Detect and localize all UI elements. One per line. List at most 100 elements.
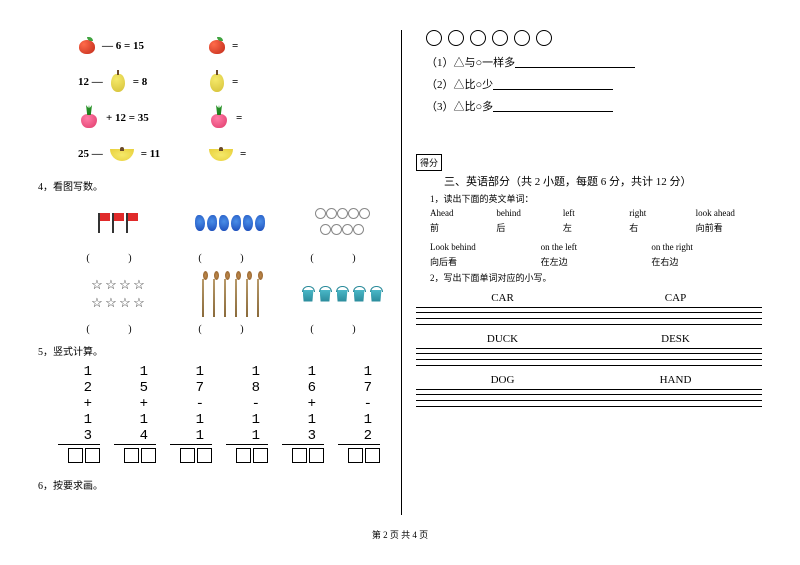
- operand-a: 1 5: [114, 364, 156, 396]
- right-column: （1）△与○一样多 （2）△比○少 （3）△比○多 得分 三、英语部分（共 2 …: [402, 30, 770, 515]
- bucket-icon: [370, 287, 383, 302]
- answer-box[interactable]: [85, 448, 100, 463]
- answer-box[interactable]: [365, 448, 380, 463]
- pear-icon: [109, 71, 127, 93]
- operand-a: 1 7: [170, 364, 212, 396]
- compare-3: （3）△比○多: [426, 96, 762, 118]
- stick-icon: [244, 271, 249, 317]
- word: 向后看: [430, 255, 541, 268]
- word: 左: [563, 221, 629, 234]
- q4-label: 4，看图写数。: [38, 178, 387, 193]
- compare-text: （3）△比○多: [426, 101, 493, 113]
- answer-line[interactable]: [515, 57, 635, 68]
- answer-box[interactable]: [68, 448, 83, 463]
- answer-line[interactable]: [493, 79, 613, 90]
- write-line[interactable]: [416, 360, 762, 366]
- q6-label: 6，按要求画。: [38, 477, 387, 492]
- answer-box[interactable]: [236, 448, 251, 463]
- answer-blank[interactable]: ( ): [297, 253, 387, 264]
- pear-icon: [208, 71, 226, 93]
- answer-blank[interactable]: ( ): [185, 253, 275, 264]
- answer-box[interactable]: [348, 448, 363, 463]
- flag-icon: [112, 213, 124, 233]
- circle-icon: [426, 30, 442, 46]
- answer-box[interactable]: [180, 448, 195, 463]
- circle-icon: [492, 30, 508, 46]
- operand-b: + 1 3: [58, 396, 100, 445]
- word: look ahead: [696, 208, 762, 218]
- vcalc-6: 1 7 - 1 2: [338, 364, 384, 463]
- word: Ahead: [430, 208, 496, 218]
- word: on the left: [541, 242, 652, 252]
- butterfly-icon: [219, 214, 241, 232]
- circle-icon: [470, 30, 486, 46]
- word: 右: [629, 221, 695, 234]
- flag-icon: [126, 213, 138, 233]
- answer-blank[interactable]: ( ): [297, 324, 387, 335]
- answer-blank[interactable]: ( ): [73, 253, 163, 264]
- compare-2: （2）△比○少: [426, 74, 762, 96]
- answer-box[interactable]: [197, 448, 212, 463]
- answer-blank[interactable]: ( ): [73, 324, 163, 335]
- flag-icon: [98, 213, 110, 233]
- answer-box[interactable]: [253, 448, 268, 463]
- q4-row1: ( ) ( ) ( ): [73, 197, 387, 264]
- radish-icon: [78, 106, 100, 130]
- write-word: DUCK: [416, 333, 589, 345]
- eq-text: =: [232, 40, 238, 52]
- circle-icon: [514, 30, 530, 46]
- eq-text: =: [240, 148, 246, 160]
- answer-line[interactable]: [493, 101, 613, 112]
- fruit-row-3: + 12 = 35 =: [78, 102, 387, 134]
- bucket-icon: [319, 287, 332, 302]
- flags-cell: ( ): [73, 197, 163, 264]
- fruit-row-1: — 6 = 15 =: [78, 30, 387, 62]
- circle-icon: [536, 30, 552, 46]
- star-icon: ☆: [90, 277, 104, 293]
- write-line[interactable]: [416, 401, 762, 407]
- radish-icon: [208, 106, 230, 130]
- bucket-icon: [302, 287, 315, 302]
- stick-icon: [211, 271, 216, 317]
- operand-a: 1 8: [226, 364, 268, 396]
- operand-b: - 1 1: [226, 396, 268, 445]
- fruit-row-2: 12 — = 8 =: [78, 66, 387, 98]
- vcalc-5: 1 6 + 1 3: [282, 364, 328, 463]
- answer-box[interactable]: [141, 448, 156, 463]
- eng-row-cn2: 向后看 在左边 在右边: [430, 255, 762, 268]
- write-word: HAND: [589, 374, 762, 386]
- write-word: DESK: [589, 333, 762, 345]
- ring-icon: [320, 224, 331, 235]
- butterflies-cell: ( ): [185, 197, 275, 264]
- eq-text: = 8: [133, 76, 148, 88]
- bucket-icon: [336, 287, 349, 302]
- answer-blank[interactable]: ( ): [185, 324, 275, 335]
- circle-row: [426, 30, 762, 46]
- answer-box[interactable]: [292, 448, 307, 463]
- answer-box[interactable]: [309, 448, 324, 463]
- compare-list: （1）△与○一样多 （2）△比○少 （3）△比○多: [426, 52, 762, 118]
- answer-box[interactable]: [124, 448, 139, 463]
- write-line[interactable]: [416, 319, 762, 325]
- word: right: [629, 208, 695, 218]
- stick-icon: [255, 271, 260, 317]
- ring-icon: [353, 224, 364, 235]
- star-icon: ☆: [118, 277, 132, 293]
- star-icon: ☆: [132, 277, 146, 293]
- write-block-1: CARCAP: [416, 292, 762, 325]
- word: behind: [496, 208, 562, 218]
- stick-icon: [222, 271, 227, 317]
- operand-a: 1 2: [58, 364, 100, 396]
- q5-label: 5，竖式计算。: [38, 343, 387, 358]
- left-column: — 6 = 15 = 12 — = 8 =: [30, 30, 402, 515]
- operand-b: - 1 2: [338, 396, 380, 445]
- apple-icon: [208, 37, 226, 55]
- ring-icon: [348, 208, 359, 219]
- stars-cell: ☆☆☆☆ ☆☆☆☆ ( ): [73, 268, 163, 335]
- fruit-row-4: 25 — = 11 =: [78, 138, 387, 170]
- section3-title: 三、英语部分（共 2 小题，每题 6 分，共计 12 分）: [444, 173, 762, 189]
- write-block-2: DUCKDESK: [416, 333, 762, 366]
- banana-icon: [109, 145, 135, 163]
- butterfly-icon: [195, 214, 217, 232]
- operand-a: 1 7: [338, 364, 380, 396]
